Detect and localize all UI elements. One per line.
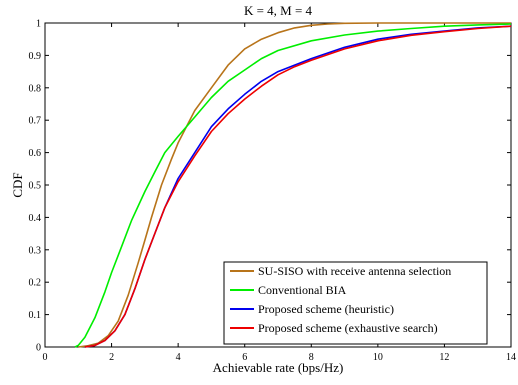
x-tick-label: 6 [242, 352, 247, 363]
chart-title: K = 4, M = 4 [244, 3, 313, 18]
x-axis-label: Achievable rate (bps/Hz) [213, 360, 344, 375]
x-tick-label: 12 [439, 352, 449, 363]
y-tick-label: 0.4 [29, 213, 42, 224]
y-tick-label: 0.7 [29, 116, 42, 127]
y-tick-label: 0.1 [29, 310, 42, 321]
series-line-2 [74, 23, 512, 348]
y-tick-label: 0.3 [29, 245, 42, 256]
axis-ticks: 0 2 4 6 8 10 12 14 0 0.1 0.2 0.3 0.4 0.5 0.6 0.7 0.8 0.9 1 [29, 19, 517, 364]
y-tick-label: 1 [36, 19, 41, 30]
y-tick-label: 0.6 [29, 148, 42, 159]
legend-label: Proposed scheme (exhaustive search) [258, 321, 438, 335]
legend-label: Conventional BIA [258, 283, 347, 297]
x-tick-label: 10 [373, 352, 383, 363]
y-axis-label: CDF [10, 172, 25, 197]
x-tick-label: 8 [309, 352, 314, 363]
series-line-1 [78, 22, 511, 348]
y-tick-label: 0.9 [29, 51, 42, 62]
x-tick-label: 2 [109, 352, 114, 363]
series-line-4 [84, 25, 512, 348]
legend-label: Proposed scheme (heuristic) [258, 302, 394, 316]
legend: SU-SISO with receive antenna selection Co… [223, 261, 488, 345]
x-tick-label: 14 [506, 352, 516, 363]
x-tick-label: 0 [43, 352, 48, 363]
y-tick-label: 0 [36, 343, 41, 354]
series-lines [74, 22, 512, 348]
x-tick-label: 4 [176, 352, 181, 363]
legend-box [223, 261, 488, 345]
y-tick-label: 0.5 [29, 181, 42, 192]
legend-label: SU-SISO with receive antenna selection [258, 264, 451, 278]
y-tick-label: 0.8 [29, 83, 42, 94]
y-tick-label: 0.2 [29, 278, 42, 289]
